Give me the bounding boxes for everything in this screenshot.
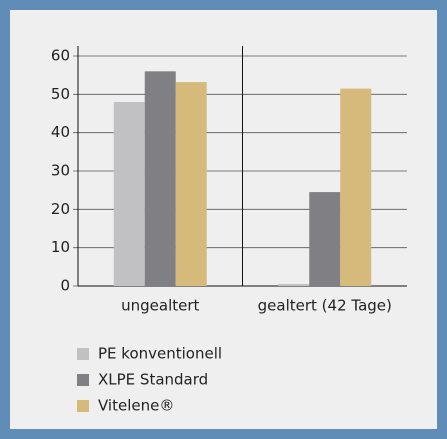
bar xyxy=(309,192,341,286)
legend-label: PE konventionell xyxy=(98,345,222,363)
legend-swatch xyxy=(77,348,89,360)
x-tick-label: ungealtert xyxy=(121,297,199,315)
y-tick-label: 50 xyxy=(51,85,70,103)
legend-label: XLPE Standard xyxy=(98,371,208,389)
bar xyxy=(144,71,176,286)
y-tick-label: 60 xyxy=(51,47,70,65)
legend-swatch xyxy=(77,400,89,412)
bar xyxy=(278,284,310,286)
legend-label: Vitelene® xyxy=(98,397,174,415)
x-tick-label: gealtert (42 Tage) xyxy=(258,297,392,315)
panel xyxy=(10,10,437,429)
y-tick-label: 40 xyxy=(51,123,70,141)
bar xyxy=(340,88,372,286)
y-tick-label: 0 xyxy=(60,277,70,295)
bar xyxy=(113,102,145,286)
legend-swatch xyxy=(77,374,89,386)
bar xyxy=(175,82,207,286)
y-tick-label: 20 xyxy=(51,200,70,218)
y-tick-label: 10 xyxy=(51,238,70,256)
y-tick-label: 30 xyxy=(51,162,70,180)
